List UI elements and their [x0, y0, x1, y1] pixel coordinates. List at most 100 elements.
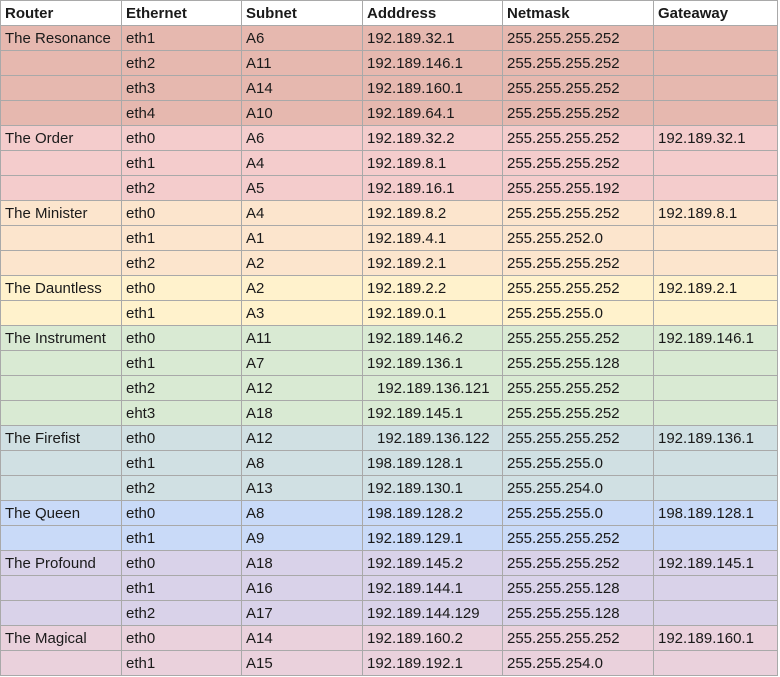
address-cell: 192.189.2.1 [362, 250, 503, 276]
address-cell: 192.189.145.1 [362, 400, 503, 426]
subnet-cell: A6 [241, 25, 363, 51]
gateway-cell [653, 350, 778, 376]
ethernet-cell: eth1 [121, 575, 242, 601]
header-row: Router Ethernet Subnet Adddress Netmask … [0, 0, 778, 26]
gateway-cell [653, 175, 778, 201]
subnet-cell: A18 [241, 550, 363, 576]
netmask-cell: 255.255.254.0 [502, 650, 654, 676]
table-row: eth1 A1 192.189.4.1 255.255.252.0 [0, 225, 778, 251]
gateway-cell [653, 50, 778, 76]
address-cell: 192.189.2.2 [362, 275, 503, 301]
gateway-cell: 192.189.32.1 [653, 125, 778, 151]
header-address: Adddress [362, 0, 503, 26]
netmask-cell: 255.255.255.252 [502, 325, 654, 351]
router-cell [0, 75, 122, 101]
gateway-cell: 192.189.8.1 [653, 200, 778, 226]
subnet-cell: A8 [241, 450, 363, 476]
ethernet-cell: eth4 [121, 100, 242, 126]
gateway-cell [653, 375, 778, 401]
gateway-cell [653, 450, 778, 476]
subnet-cell: A12 [241, 425, 363, 451]
subnet-cell: A11 [241, 50, 363, 76]
gateway-cell [653, 650, 778, 676]
gateway-cell [653, 75, 778, 101]
ethernet-cell: eth0 [121, 625, 242, 651]
gateway-cell: 192.189.136.1 [653, 425, 778, 451]
table-row: eth1 A4 192.189.8.1 255.255.255.252 [0, 150, 778, 176]
router-cell [0, 450, 122, 476]
table-row: The Queen eth0 A8 198.189.128.2 255.255.… [0, 500, 778, 526]
gateway-cell [653, 250, 778, 276]
router-cell: The Queen [0, 500, 122, 526]
address-cell: 192.189.136.1 [362, 350, 503, 376]
gateway-cell [653, 525, 778, 551]
address-cell: 192.189.32.1 [362, 25, 503, 51]
ethernet-cell: eth0 [121, 275, 242, 301]
table-row: The Minister eth0 A4 192.189.8.2 255.255… [0, 200, 778, 226]
netmask-cell: 255.255.252.0 [502, 225, 654, 251]
address-cell: 192.189.160.1 [362, 75, 503, 101]
address-cell: 192.189.8.1 [362, 150, 503, 176]
netmask-cell: 255.255.255.128 [502, 350, 654, 376]
gateway-cell: 192.189.2.1 [653, 275, 778, 301]
subnet-cell: A2 [241, 250, 363, 276]
ethernet-cell: eth1 [121, 25, 242, 51]
ethernet-cell: eth2 [121, 50, 242, 76]
address-cell: 192.189.64.1 [362, 100, 503, 126]
ethernet-cell: eth0 [121, 550, 242, 576]
subnet-cell: A16 [241, 575, 363, 601]
address-cell: 192.189.145.2 [362, 550, 503, 576]
table-row: eth2 A12 192.189.136.121 255.255.255.252 [0, 375, 778, 401]
netmask-cell: 255.255.255.252 [502, 250, 654, 276]
header-subnet: Subnet [241, 0, 363, 26]
subnet-cell: A10 [241, 100, 363, 126]
subnet-cell: A7 [241, 350, 363, 376]
address-cell: 192.189.146.2 [362, 325, 503, 351]
ethernet-cell: eth0 [121, 325, 242, 351]
netmask-cell: 255.255.254.0 [502, 475, 654, 501]
table-row: The Magical eth0 A14 192.189.160.2 255.2… [0, 625, 778, 651]
table-row: eth2 A2 192.189.2.1 255.255.255.252 [0, 250, 778, 276]
header-gateway: Gateaway [653, 0, 778, 26]
ethernet-cell: eth2 [121, 250, 242, 276]
table-row: The Resonance eth1 A6 192.189.32.1 255.2… [0, 25, 778, 51]
address-cell: 198.189.128.1 [362, 450, 503, 476]
ethernet-cell: eth2 [121, 375, 242, 401]
gateway-cell: 192.189.146.1 [653, 325, 778, 351]
subnet-cell: A5 [241, 175, 363, 201]
netmask-cell: 255.255.255.252 [502, 425, 654, 451]
address-cell: 192.189.136.122 [362, 425, 503, 451]
address-cell: 192.189.32.2 [362, 125, 503, 151]
netmask-cell: 255.255.255.252 [502, 525, 654, 551]
router-cell [0, 250, 122, 276]
subnet-cell: A18 [241, 400, 363, 426]
router-cell: The Minister [0, 200, 122, 226]
netmask-cell: 255.255.255.128 [502, 600, 654, 626]
gateway-cell [653, 25, 778, 51]
ethernet-cell: eth0 [121, 425, 242, 451]
netmask-cell: 255.255.255.252 [502, 100, 654, 126]
subnet-cell: A6 [241, 125, 363, 151]
ethernet-cell: eth1 [121, 350, 242, 376]
address-cell: 192.189.160.2 [362, 625, 503, 651]
ethernet-cell: eth3 [121, 75, 242, 101]
gateway-cell: 198.189.128.1 [653, 500, 778, 526]
router-cell [0, 525, 122, 551]
router-cell [0, 575, 122, 601]
netmask-cell: 255.255.255.252 [502, 75, 654, 101]
address-cell: 192.189.16.1 [362, 175, 503, 201]
address-cell: 192.189.0.1 [362, 300, 503, 326]
address-cell: 192.189.8.2 [362, 200, 503, 226]
ethernet-cell: eth2 [121, 475, 242, 501]
netmask-cell: 255.255.255.0 [502, 450, 654, 476]
router-cell: The Profound [0, 550, 122, 576]
address-cell: 192.189.136.121 [362, 375, 503, 401]
address-cell: 192.189.4.1 [362, 225, 503, 251]
table-row: eth4 A10 192.189.64.1 255.255.255.252 [0, 100, 778, 126]
table-row: eth1 A9 192.189.129.1 255.255.255.252 [0, 525, 778, 551]
table-row: The Profound eth0 A18 192.189.145.2 255.… [0, 550, 778, 576]
gateway-cell [653, 150, 778, 176]
gateway-cell [653, 600, 778, 626]
gateway-cell [653, 400, 778, 426]
